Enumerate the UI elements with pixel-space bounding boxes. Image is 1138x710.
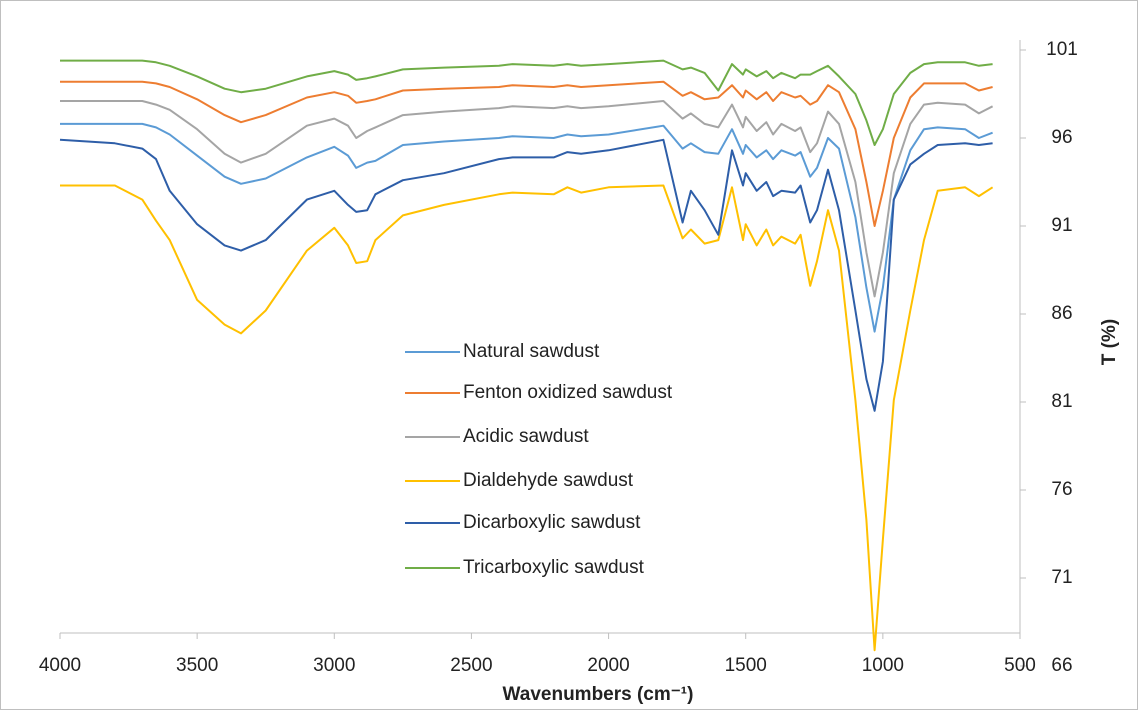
y-tick-label: 91 [1051, 215, 1072, 236]
legend-label: Fenton oxidized sawdust [463, 382, 673, 403]
y-tick-label: 66 [1051, 655, 1072, 676]
series-line [60, 59, 993, 146]
y-tick-label: 96 [1051, 127, 1072, 148]
x-tick-label: 500 [1004, 655, 1036, 676]
x-tick-label: 4000 [39, 655, 81, 676]
legend-label: Dicarboxylic sawdust [463, 512, 641, 533]
x-tick-label: 2000 [587, 655, 629, 676]
y-tick-label: 76 [1051, 479, 1072, 500]
x-tick-label: 1500 [725, 655, 767, 676]
series-line [59, 138, 993, 412]
series-line [60, 122, 993, 333]
legend-label: Acidic sawdust [463, 426, 589, 447]
y-tick-label: 81 [1051, 391, 1072, 412]
series-line [60, 80, 993, 227]
x-tick-label: 2500 [450, 655, 492, 676]
y-tick-label: 71 [1051, 567, 1072, 588]
series-line [60, 100, 994, 298]
x-tick-label: 3500 [176, 655, 218, 676]
legend-label: Natural sawdust [463, 341, 600, 362]
series-line [60, 184, 994, 652]
x-tick-label: 3000 [313, 655, 355, 676]
y-tick-label: 86 [1051, 303, 1072, 324]
legend-label: Dialdehyde sawdust [463, 470, 634, 491]
y-tick-label: 101 [1046, 39, 1078, 60]
x-axis-title: Wavenumbers (cm⁻¹) [503, 684, 694, 705]
y-axis-title: T (%) [1099, 319, 1120, 365]
legend-label: Tricarboxylic sawdust [463, 557, 645, 578]
x-tick-label: 1000 [862, 655, 904, 676]
